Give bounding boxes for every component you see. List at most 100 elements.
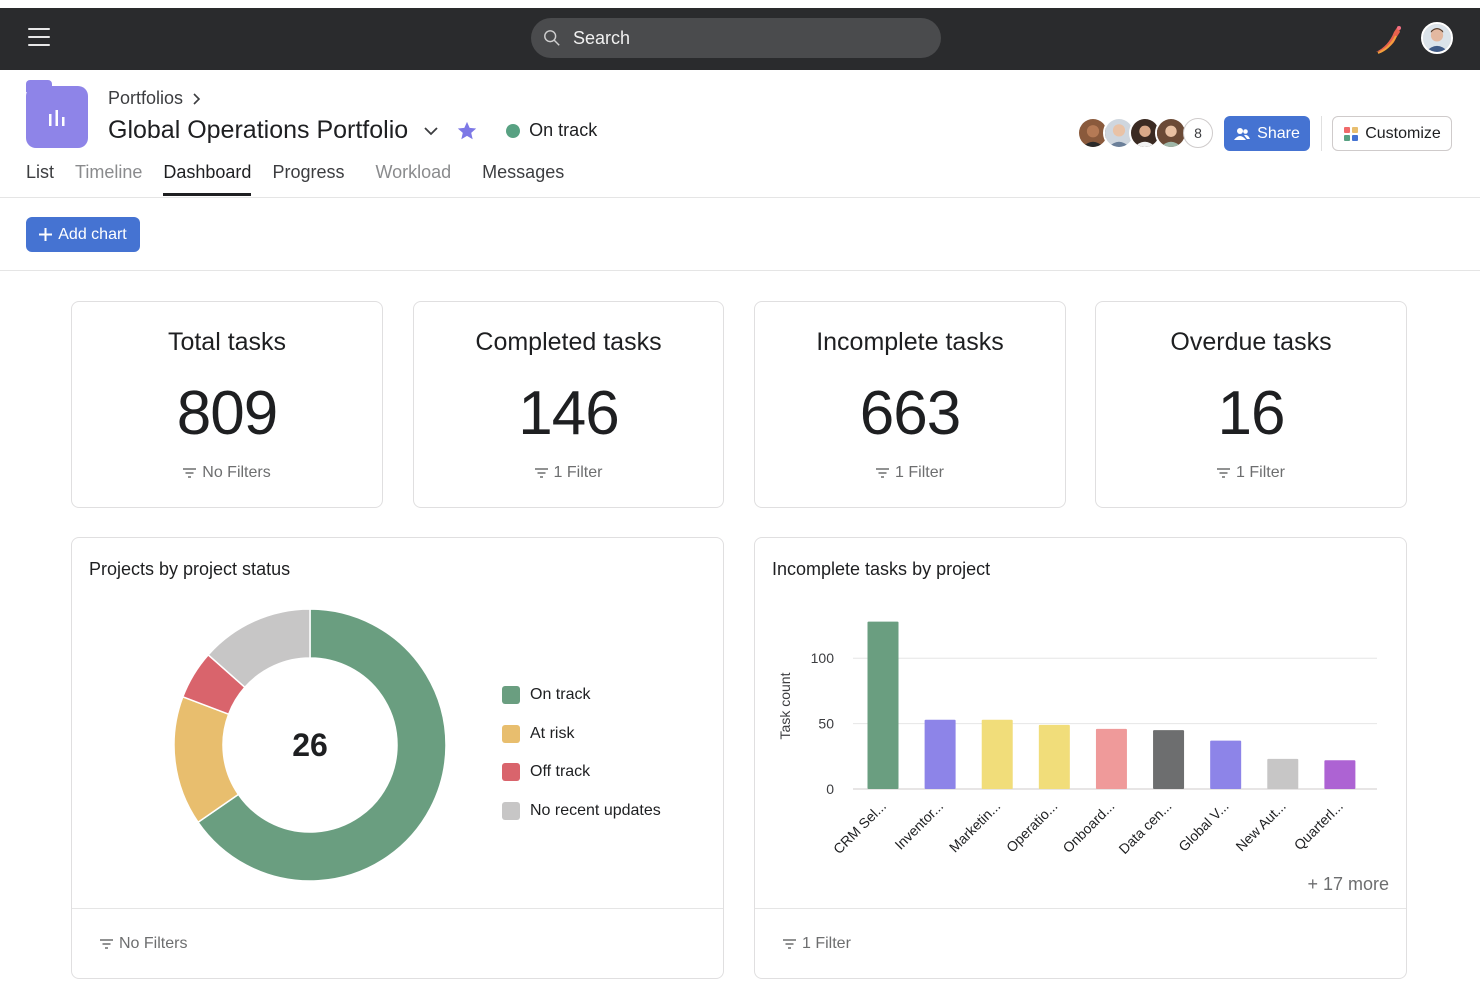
top-bar: Search bbox=[0, 8, 1480, 70]
legend-label: On track bbox=[530, 686, 591, 704]
filter-icon bbox=[534, 468, 548, 478]
legend-item: On track bbox=[502, 676, 661, 715]
view-tabs: List Timeline Dashboard Progress Workloa… bbox=[26, 162, 585, 196]
chart-card-incomplete-by-project[interactable]: Incomplete tasks by project 0 50 100 Task c… bbox=[754, 537, 1407, 979]
x-tick-label: Onboard... bbox=[1059, 798, 1117, 856]
portfolio-folder-icon bbox=[26, 80, 88, 148]
stat-filter[interactable]: 1 Filter bbox=[414, 464, 723, 482]
bar[interactable] bbox=[1267, 758, 1299, 789]
chart-title: Projects by project status bbox=[89, 559, 291, 579]
plus-icon bbox=[39, 228, 53, 241]
x-tick-label: Inventor... bbox=[891, 798, 946, 853]
app-logo-icon[interactable] bbox=[1372, 22, 1408, 56]
stat-filter-label: No Filters bbox=[202, 464, 271, 481]
bar[interactable] bbox=[1095, 728, 1127, 789]
donut-chart: 26 bbox=[173, 608, 447, 882]
legend-item: Off track bbox=[502, 753, 661, 792]
tab-dashboard[interactable]: Dashboard bbox=[163, 162, 252, 196]
legend-label: At risk bbox=[530, 724, 575, 742]
stat-value: 16 bbox=[1217, 379, 1286, 448]
share-label: Share bbox=[1257, 124, 1300, 142]
donut-slice[interactable] bbox=[207, 608, 311, 689]
filter-icon bbox=[100, 939, 113, 949]
x-tick-label: Quarterl... bbox=[1291, 798, 1346, 853]
stat-filter-label: 1 Filter bbox=[553, 464, 603, 481]
stat-filter-label: 1 Filter bbox=[895, 464, 944, 481]
legend-item: At risk bbox=[502, 715, 661, 754]
status-dot-icon bbox=[506, 123, 521, 138]
x-tick-label: Operatio... bbox=[1003, 798, 1061, 856]
add-chart-label: Add chart bbox=[58, 225, 127, 243]
stat-title: Overdue tasks bbox=[1170, 328, 1332, 356]
hamburger-menu-icon[interactable] bbox=[28, 28, 50, 48]
tab-workload[interactable]: Workload bbox=[375, 162, 452, 182]
filter-icon bbox=[1217, 468, 1231, 478]
bar[interactable] bbox=[1324, 760, 1356, 789]
stat-filter[interactable]: 1 Filter bbox=[755, 464, 1065, 482]
search-icon bbox=[544, 30, 560, 46]
chevron-down-icon[interactable] bbox=[422, 122, 440, 140]
star-icon[interactable] bbox=[456, 120, 478, 142]
chevron-right-icon bbox=[193, 92, 201, 105]
tab-list[interactable]: List bbox=[26, 162, 55, 182]
breadcrumb[interactable]: Portfolios bbox=[108, 88, 201, 109]
breadcrumb-portfolios[interactable]: Portfolios bbox=[108, 88, 184, 108]
bar[interactable] bbox=[1210, 740, 1242, 789]
share-button[interactable]: Share bbox=[1224, 116, 1310, 151]
member-avatar[interactable] bbox=[1129, 117, 1161, 149]
stat-title: Incomplete tasks bbox=[816, 328, 1004, 356]
bar[interactable] bbox=[867, 621, 899, 789]
stat-filter[interactable]: No Filters bbox=[72, 464, 382, 482]
legend-label: Off track bbox=[530, 763, 591, 781]
bar[interactable] bbox=[981, 719, 1013, 789]
search-bar[interactable]: Search bbox=[531, 18, 941, 58]
status-label: On track bbox=[529, 120, 598, 140]
x-tick-label: Data cen... bbox=[1115, 798, 1174, 857]
legend-item: No recent updates bbox=[502, 792, 661, 831]
status-badge[interactable]: On track bbox=[506, 120, 597, 141]
chart-filter[interactable]: 1 Filter bbox=[783, 935, 851, 953]
tab-progress[interactable]: Progress bbox=[272, 162, 345, 182]
donut-slice[interactable] bbox=[197, 608, 447, 882]
tab-timeline[interactable]: Timeline bbox=[75, 162, 143, 182]
customize-button[interactable]: Customize bbox=[1332, 116, 1452, 151]
stat-title: Total tasks bbox=[167, 328, 287, 356]
y-tick-label: 100 bbox=[811, 650, 835, 666]
tab-messages[interactable]: Messages bbox=[482, 162, 565, 182]
x-tick-label: Global V... bbox=[1175, 798, 1232, 855]
stat-card-completed[interactable]: Completed tasks 146 1 Filter bbox=[413, 301, 724, 508]
legend-swatch bbox=[502, 801, 520, 820]
chart-legend: On track At risk Off track No recent update… bbox=[502, 676, 661, 830]
chart-card-project-status[interactable]: Projects by project status 26 On track At… bbox=[71, 537, 724, 979]
user-avatar[interactable] bbox=[1421, 22, 1453, 54]
bar[interactable] bbox=[1038, 724, 1070, 789]
stat-value: 809 bbox=[176, 379, 278, 448]
bar[interactable] bbox=[1153, 730, 1185, 789]
bar[interactable] bbox=[924, 719, 956, 789]
member-count[interactable]: 8 bbox=[1183, 118, 1213, 148]
legend-swatch bbox=[502, 724, 520, 743]
search-placeholder: Search bbox=[573, 27, 631, 48]
y-tick-label: 0 bbox=[826, 781, 834, 797]
customize-label: Customize bbox=[1365, 124, 1441, 142]
x-tick-label: New Aut... bbox=[1232, 798, 1288, 854]
chart-filter[interactable]: No Filters bbox=[100, 935, 187, 953]
filter-icon bbox=[876, 468, 890, 478]
stat-card-overdue[interactable]: Overdue tasks 16 1 Filter bbox=[1095, 301, 1407, 508]
chart-filter-label: 1 Filter bbox=[802, 935, 851, 952]
chart-filter-label: No Filters bbox=[119, 935, 188, 952]
chart-title: Incomplete tasks by project bbox=[772, 559, 991, 579]
y-tick-label: 50 bbox=[818, 716, 834, 732]
member-avatar[interactable] bbox=[1077, 117, 1109, 149]
y-axis-label: Task count bbox=[777, 672, 793, 739]
stat-card-total[interactable]: Total tasks 809 No Filters bbox=[71, 301, 383, 508]
legend-swatch bbox=[502, 686, 520, 705]
stat-card-incomplete[interactable]: Incomplete tasks 663 1 Filter bbox=[754, 301, 1066, 508]
members-facepile[interactable]: 8 bbox=[1077, 117, 1213, 149]
legend-swatch bbox=[502, 763, 520, 782]
stat-filter[interactable]: 1 Filter bbox=[1096, 464, 1406, 482]
more-projects-link[interactable]: + 17 more bbox=[1307, 874, 1389, 894]
filter-icon bbox=[183, 468, 197, 478]
add-chart-button[interactable]: Add chart bbox=[26, 217, 140, 252]
x-tick-label: Marketin... bbox=[946, 798, 1004, 856]
